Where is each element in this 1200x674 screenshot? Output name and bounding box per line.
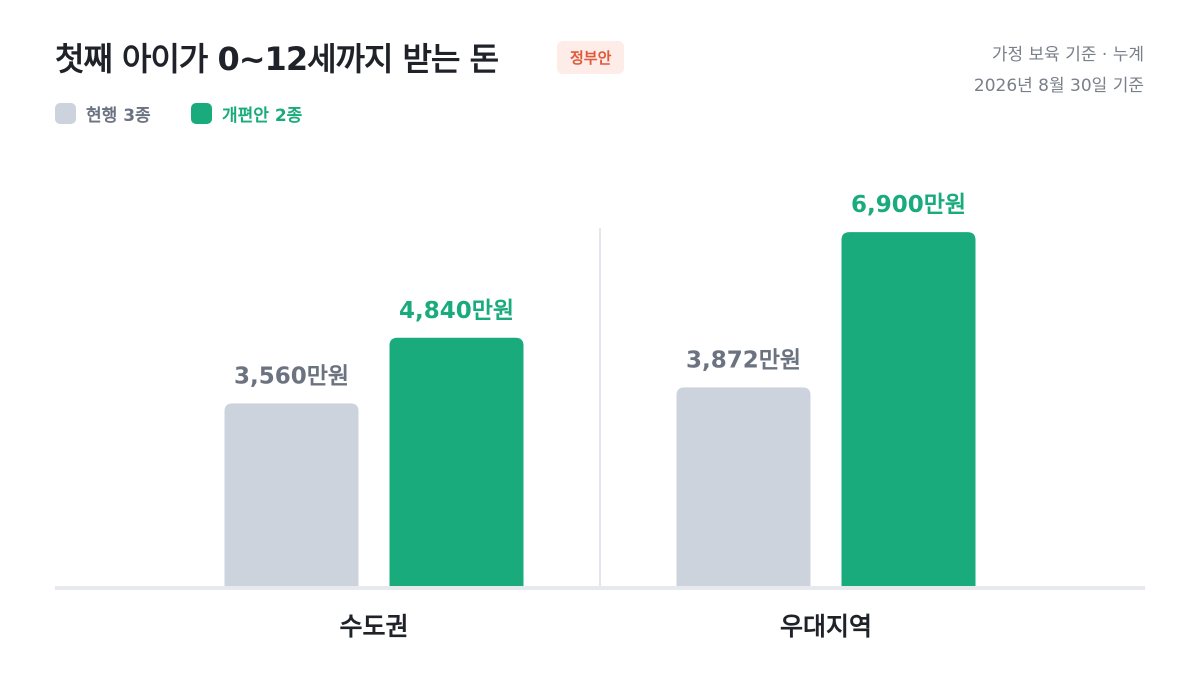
legend-label-current: 현행 3종 xyxy=(86,106,151,126)
legend-label-reform: 개편안 2종 xyxy=(222,106,303,126)
bar-current-1 xyxy=(676,387,811,586)
bar-reform-1 xyxy=(841,232,976,586)
x-axis-baseline xyxy=(55,586,1145,590)
data-label-current-1: 3,872만원 xyxy=(686,347,801,373)
basis-note: 가정 보육 기준 · 누계 xyxy=(991,45,1144,65)
category-label-0: 수도권 xyxy=(339,612,408,641)
legend-item-current: 현행 3종 xyxy=(55,101,151,126)
data-label-reform-0: 4,840만원 xyxy=(399,298,514,324)
date-note: 2026년 8월 30일 기준 xyxy=(973,76,1144,96)
chart-title: 첫째 아이가 0~12세까지 받는 돈 xyxy=(55,40,499,78)
bar-reform-0 xyxy=(389,337,524,586)
data-label-current-0: 3,560만원 xyxy=(234,363,349,389)
legend-swatch-current xyxy=(55,103,76,124)
legend-item-reform: 개편안 2종 xyxy=(191,101,302,126)
legend-swatch-reform xyxy=(191,103,212,124)
proposal-badge: 정부안 xyxy=(557,41,625,74)
category-label-1: 우대지역 xyxy=(780,612,872,641)
data-label-reform-1: 6,900만원 xyxy=(851,192,966,218)
bar-current-0 xyxy=(224,403,359,586)
